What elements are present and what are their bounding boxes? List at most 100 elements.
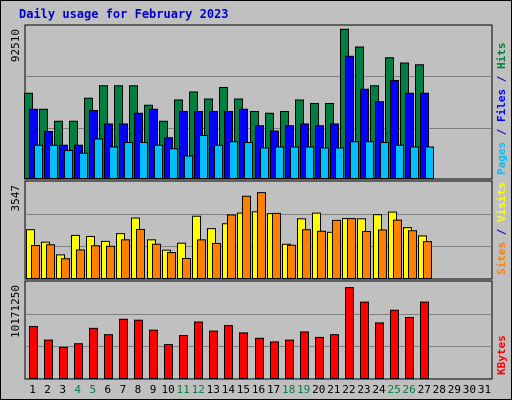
visits-sites-bar-sites-day-19 [302, 229, 311, 279]
hits-files-pages-bar-pages-day-17 [275, 146, 284, 180]
visits-sites-bar-sites-day-14 [227, 214, 236, 279]
hits-files-pages-bar-pages-day-3 [64, 150, 73, 179]
hits-files-pages-legend: Pages / Files / Hits [495, 43, 508, 176]
hits-files-pages-legend-part-1: / [495, 122, 508, 142]
visits-sites-bar-sites-day-27 [423, 241, 432, 280]
visits-sites-bar-sites-day-1 [31, 245, 40, 280]
hits-files-pages-bar-files-day-1 [29, 108, 38, 179]
x-tick-label-day-31: 31 [478, 383, 491, 396]
hits-files-pages-bar-pages-day-21 [335, 147, 344, 179]
kbytes-bar-kbytes-day-9 [149, 329, 158, 379]
kbytes-bar-kbytes-day-7 [119, 318, 128, 380]
visits-sites-bar-sites-day-23 [362, 231, 371, 279]
x-tick-label-day-27: 27 [418, 383, 431, 396]
x-tick-label-day-16: 16 [252, 383, 265, 396]
kbytes-legend-part-0: KBytes [495, 335, 508, 375]
x-tick-label-day-23: 23 [357, 383, 370, 396]
hits-files-pages-bar-files-day-24 [375, 101, 384, 179]
visits-sites-bar-sites-day-3 [61, 258, 70, 280]
kbytes-ymax-label: 10171250 [9, 285, 22, 338]
kbytes-bar-kbytes-day-27 [420, 301, 429, 380]
x-tick-label-day-24: 24 [372, 383, 386, 396]
hits-files-pages-bar-files-day-26 [405, 92, 414, 179]
kbytes-bar-kbytes-day-17 [270, 341, 279, 379]
kbytes-bar-kbytes-day-2 [44, 339, 53, 379]
visits-sites-bar-sites-day-13 [212, 242, 221, 279]
x-tick-label-day-1: 1 [29, 383, 36, 396]
hits-files-pages-bar-pages-day-6 [109, 146, 118, 180]
visits-sites-legend: Sites / Visits [495, 182, 508, 275]
visits-sites-bar-sites-day-21 [332, 219, 341, 280]
kbytes-bar-kbytes-day-8 [134, 319, 143, 380]
hits-files-pages-ymax-label: 92510 [9, 29, 22, 62]
kbytes-bar-kbytes-day-22 [345, 287, 354, 380]
x-tick-label-day-7: 7 [120, 383, 127, 396]
visits-sites-bar-sites-day-8 [136, 228, 145, 280]
visits-sites-bar-sites-day-10 [167, 252, 176, 279]
hits-files-pages-bar-pages-day-22 [350, 141, 359, 179]
x-tick-label-day-10: 10 [161, 383, 174, 396]
hits-files-pages-bar-pages-day-19 [305, 146, 314, 180]
chart-title: Daily usage for February 2023 [19, 7, 229, 21]
x-tick-label-day-26: 26 [403, 383, 416, 396]
hits-files-pages-bar-pages-day-23 [365, 141, 374, 179]
hits-files-pages-bar-pages-day-18 [290, 146, 299, 180]
kbytes-bar-kbytes-day-21 [330, 334, 339, 379]
kbytes-bar-kbytes-day-26 [405, 316, 414, 380]
hits-files-pages-bar-pages-day-25 [395, 144, 404, 180]
hits-files-pages-bar-pages-day-13 [214, 144, 223, 180]
x-tick-label-day-22: 22 [342, 383, 355, 396]
hits-files-pages-bar-pages-day-27 [425, 146, 434, 180]
x-tick-label-day-18: 18 [282, 383, 295, 396]
visits-sites-legend-part-1: / [495, 222, 508, 242]
kbytes-bar-kbytes-day-18 [285, 339, 294, 379]
x-tick-label-day-19: 19 [297, 383, 310, 396]
visits-sites-bar-sites-day-24 [378, 229, 387, 279]
hits-files-pages-legend-part-2: Files [495, 89, 508, 122]
kbytes-bar-kbytes-day-23 [360, 301, 369, 380]
x-tick-label-day-6: 6 [105, 383, 112, 396]
x-tick-label-day-17: 17 [267, 383, 280, 396]
hits-files-pages-legend-part-3: / [495, 69, 508, 89]
visits-sites-bar-sites-day-17 [272, 212, 281, 279]
x-tick-label-day-2: 2 [44, 383, 51, 396]
kbytes-bar-kbytes-day-20 [315, 336, 324, 379]
kbytes-bar-kbytes-day-14 [224, 325, 233, 379]
visits-sites-bar-sites-day-22 [347, 218, 356, 279]
visits-sites-bar-sites-day-5 [91, 245, 100, 279]
x-tick-label-day-15: 15 [237, 383, 250, 396]
visits-sites-bar-sites-day-18 [287, 244, 296, 280]
hits-files-pages-legend-part-0: Pages [495, 142, 508, 175]
x-tick-label-day-25: 25 [387, 383, 400, 396]
hits-files-pages-bar-files-day-9 [149, 108, 158, 179]
x-tick-label-day-9: 9 [150, 383, 157, 396]
visits-sites-bar-sites-day-2 [46, 244, 55, 280]
x-tick-label-day-8: 8 [135, 383, 142, 396]
visits-sites-bar-sites-day-16 [257, 192, 266, 279]
hits-files-pages-bar-pages-day-14 [229, 141, 238, 179]
visits-sites-ymax-label: 3547 [9, 185, 22, 212]
hits-files-pages-bar-files-day-25 [390, 79, 399, 179]
x-tick-label-day-28: 28 [433, 383, 446, 396]
hits-files-pages-bar-pages-day-7 [124, 142, 133, 179]
x-tick-label-day-20: 20 [312, 383, 325, 396]
hits-files-pages-bar-pages-day-8 [139, 142, 148, 179]
kbytes-bar-kbytes-day-19 [300, 331, 309, 379]
x-tick-label-day-13: 13 [207, 383, 220, 396]
x-tick-label-day-3: 3 [59, 383, 66, 396]
kbytes-bar-kbytes-day-12 [194, 321, 203, 379]
hits-files-pages-bar-pages-day-26 [410, 146, 419, 180]
kbytes-bar-kbytes-day-11 [179, 335, 188, 379]
kbytes-bar-kbytes-day-13 [209, 330, 218, 379]
kbytes-bar-kbytes-day-1 [29, 326, 38, 379]
hits-files-pages-bar-files-day-27 [420, 92, 429, 179]
visits-sites-legend-part-2: Visits [495, 182, 508, 222]
hits-files-pages-bar-pages-day-24 [380, 142, 389, 179]
kbytes-bar-kbytes-day-4 [74, 343, 83, 379]
kbytes-bar-kbytes-day-3 [59, 346, 68, 379]
visits-sites-bar-sites-day-26 [408, 230, 417, 279]
x-tick-label-day-21: 21 [327, 383, 340, 396]
x-tick-label-day-5: 5 [89, 383, 96, 396]
visits-sites-bar-sites-day-15 [242, 195, 251, 279]
